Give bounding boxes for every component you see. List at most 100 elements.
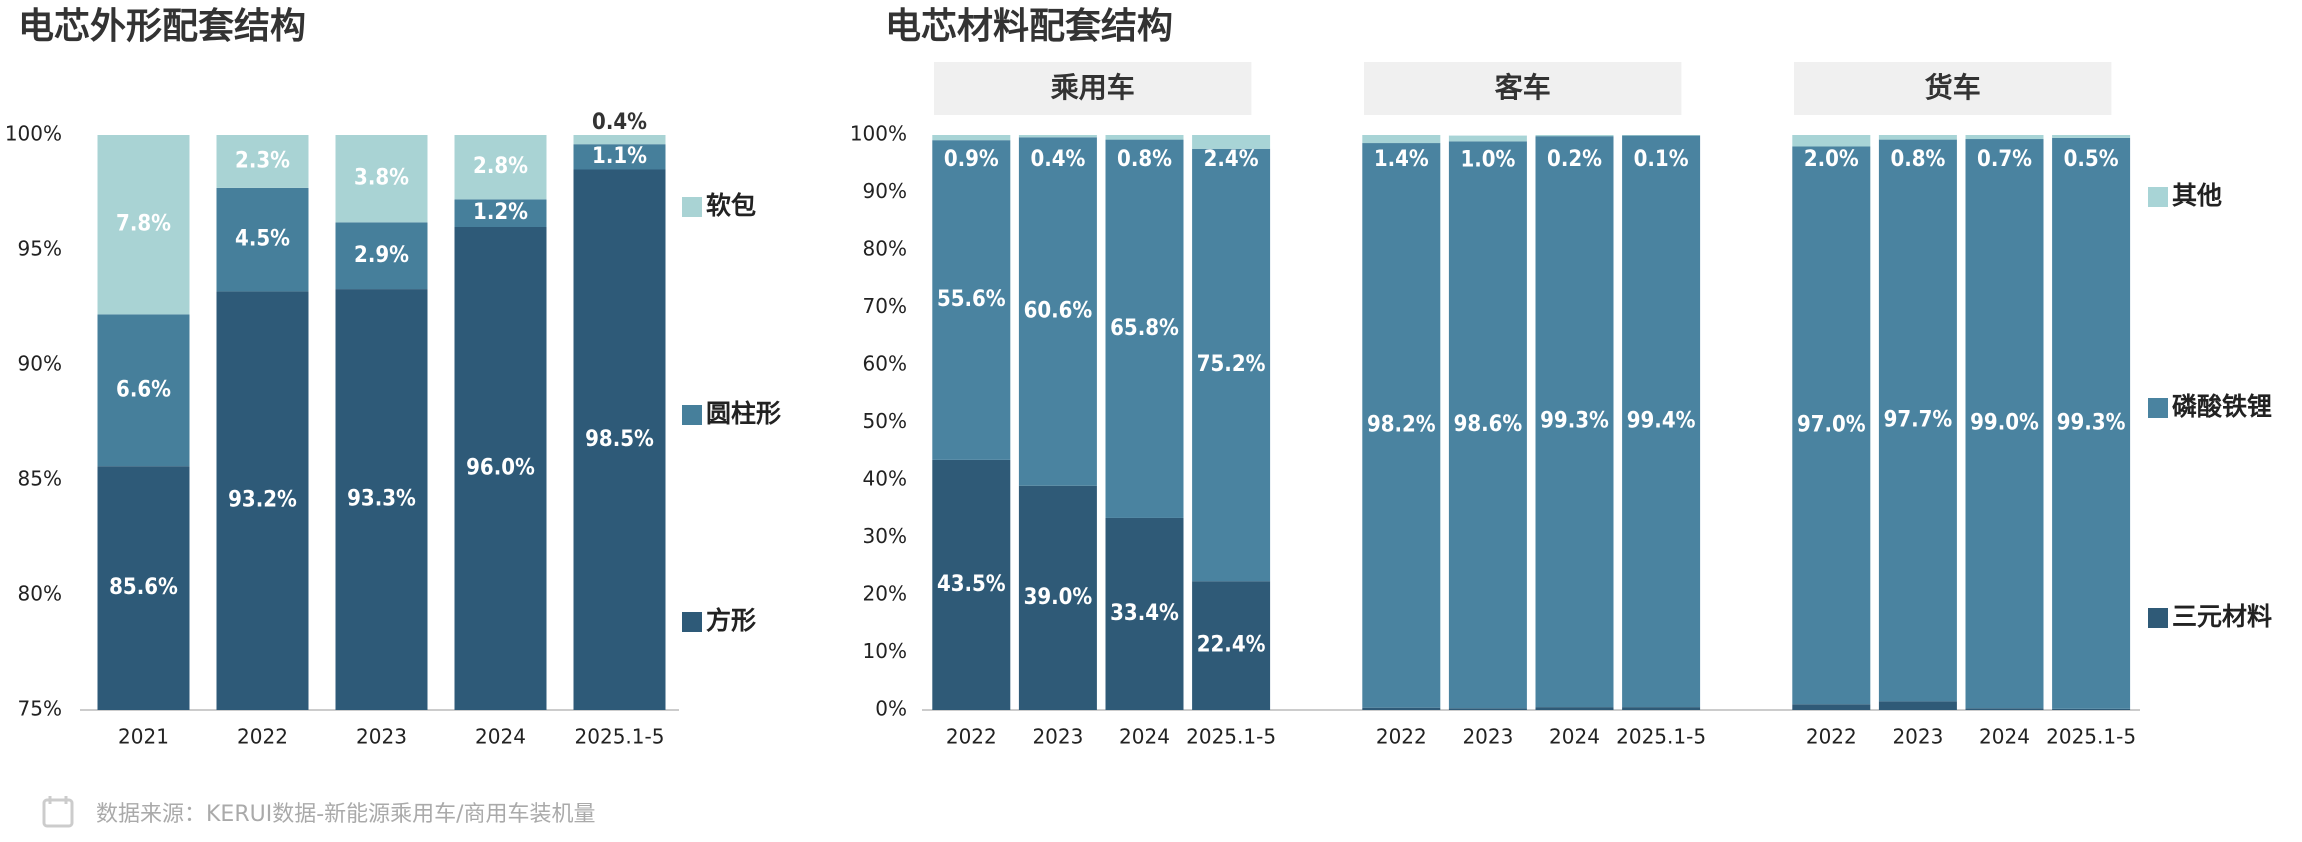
y-tick-label: 80%	[18, 582, 62, 606]
legend-swatch	[682, 405, 702, 425]
bar-segment	[573, 144, 666, 170]
value-label: 0.1%	[1634, 147, 1689, 172]
bar-segment	[335, 289, 428, 710]
panel-header	[934, 62, 1252, 115]
bar-segment	[454, 135, 547, 200]
x-tick-label: 2022	[237, 725, 288, 749]
y-tick-label: 80%	[863, 237, 907, 261]
bar-segment	[1018, 135, 1097, 138]
bar-segment	[97, 314, 190, 467]
legend-label: 磷酸铁锂	[2172, 392, 2272, 421]
bar-segment	[1362, 135, 1441, 144]
bar-segment	[2052, 135, 2131, 138]
y-tick-label: 70%	[863, 294, 907, 318]
bar-segment	[335, 135, 428, 223]
bar-segment	[932, 459, 1011, 710]
x-tick-label: 2023	[1032, 725, 1083, 749]
y-tick-label: 100%	[5, 122, 62, 146]
value-label: 99.0%	[1970, 411, 2039, 436]
bar-segment	[1792, 135, 1871, 147]
bar-segment	[1535, 136, 1614, 708]
bar-segment	[1878, 701, 1957, 710]
x-tick-label: 2024	[1119, 725, 1170, 749]
legend-label: 软包	[706, 191, 756, 220]
bar-segment	[454, 199, 547, 227]
bar-segment	[573, 169, 666, 710]
value-label: 0.9%	[944, 147, 999, 172]
chart-title: 电芯材料配套结构	[885, 6, 1173, 47]
bar-segment	[1448, 135, 1527, 142]
value-label: 65.8%	[1110, 316, 1179, 341]
y-tick-label: 40%	[863, 467, 907, 491]
value-label: 93.3%	[347, 487, 416, 512]
bar-segment	[97, 466, 190, 710]
legend-label: 方形	[706, 606, 756, 635]
value-label: 0.7%	[1977, 147, 2032, 172]
y-tick-label: 75%	[18, 697, 62, 721]
value-label: 1.1%	[592, 144, 647, 169]
value-label: 4.5%	[235, 227, 290, 252]
panel-title: 乘用车	[1051, 71, 1135, 104]
value-label: 39.0%	[1024, 585, 1093, 610]
bar-segment	[216, 187, 309, 292]
bar-segment	[1535, 135, 1614, 137]
value-label: 6.6%	[116, 377, 171, 402]
source-icon	[42, 796, 74, 828]
bar-segment	[932, 135, 1011, 141]
legend-swatch	[2148, 608, 2168, 628]
value-label: 3.8%	[354, 166, 409, 191]
bar-segment	[216, 135, 309, 188]
value-label: 0.5%	[2064, 147, 2119, 172]
value-label: 2.9%	[354, 243, 409, 268]
bar-segment	[1105, 139, 1184, 518]
value-label: 75.2%	[1197, 352, 1266, 377]
value-label: 97.0%	[1797, 412, 1866, 437]
bar-segment	[335, 222, 428, 290]
y-tick-label: 60%	[863, 352, 907, 376]
bar-segment	[1622, 707, 1701, 710]
bar-segment	[216, 291, 309, 710]
value-label: 0.4%	[1030, 147, 1085, 172]
x-tick-label: 2024	[1549, 725, 1600, 749]
panel-title: 货车	[1925, 71, 1981, 104]
bar-segment	[1792, 146, 1871, 705]
legend-swatch	[2148, 398, 2168, 418]
bar-segment	[1018, 485, 1097, 710]
value-label: 99.3%	[1540, 409, 1609, 434]
bar-segment	[1192, 581, 1271, 710]
value-label: 33.4%	[1110, 601, 1179, 626]
value-label: 97.7%	[1884, 407, 1953, 432]
bar-segment	[932, 140, 1011, 460]
y-tick-label: 85%	[18, 467, 62, 491]
x-tick-label: 2025.1-5	[1616, 725, 1706, 749]
bar-segment	[2052, 708, 2131, 710]
value-label: 0.8%	[1890, 147, 1945, 172]
x-tick-label: 2021	[118, 725, 169, 749]
value-label: 0.2%	[1547, 147, 1602, 172]
bar-segment	[1448, 141, 1527, 709]
bar-segment	[1362, 143, 1441, 708]
panel-header	[1794, 62, 2112, 115]
y-tick-label: 20%	[863, 582, 907, 606]
x-tick-label: 2024	[475, 725, 526, 749]
legend-swatch	[682, 612, 702, 632]
bar-segment	[1105, 135, 1184, 140]
value-label: 2.8%	[473, 154, 528, 179]
legend-label: 圆柱形	[706, 399, 781, 428]
bar-segment	[1362, 707, 1441, 710]
bar-segment	[1965, 135, 2044, 140]
value-label: 2.4%	[1204, 147, 1259, 172]
value-label: 98.5%	[585, 427, 654, 452]
value-label: 99.4%	[1627, 408, 1696, 433]
value-label: 7.8%	[116, 212, 171, 237]
value-label: 0.4%	[592, 110, 647, 135]
value-label: 1.0%	[1460, 148, 1515, 173]
bar-segment	[1192, 135, 1271, 149]
bar-segment	[1105, 517, 1184, 710]
chart-title: 电芯外形配套结构	[18, 6, 306, 47]
bar-segment	[454, 227, 547, 710]
y-tick-label: 0%	[875, 697, 907, 721]
bar-segment	[1965, 708, 2044, 710]
x-tick-label: 2022	[946, 725, 997, 749]
bar-segment	[97, 135, 190, 315]
